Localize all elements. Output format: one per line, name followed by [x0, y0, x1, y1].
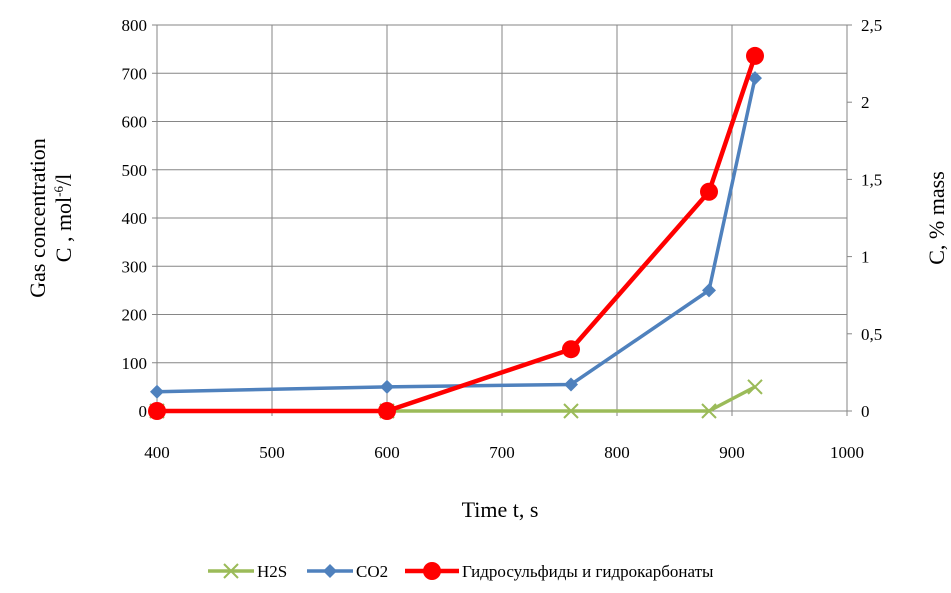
- left-axis-ticks: 0 100 200 300 400 500 600 700 800: [122, 16, 157, 421]
- y-left-tick-label: 800: [122, 16, 148, 35]
- series-1-point-1: [380, 379, 394, 394]
- x-tick-label: 900: [719, 443, 745, 462]
- x-axis-ticks: 400 500 600 700 800 900 1000: [144, 411, 864, 462]
- y-left-axis-title: Gas concentration C , mol-6/l: [25, 138, 76, 297]
- legend-swatch-marker: [223, 563, 239, 579]
- series-1-point-4: [748, 71, 762, 86]
- legend-label: H2S: [257, 562, 287, 581]
- legend-swatch-marker: [423, 562, 441, 580]
- y-right-tick-label: 1,5: [861, 170, 882, 189]
- x-tick-label: 400: [144, 443, 170, 462]
- series-2-point-2: [562, 340, 580, 359]
- series-0-point-3: [701, 403, 717, 419]
- y-right-tick-label: 2: [861, 93, 870, 112]
- x-axis-title: Time t, s: [462, 497, 539, 522]
- series-layer: [148, 46, 764, 420]
- y-right-axis-title: C, % mass: [924, 171, 949, 265]
- y-left-tick-label: 200: [122, 306, 148, 325]
- y-left-tick-label: 700: [122, 64, 148, 83]
- legend-item-2: Гидросульфиды и гидрокарбонаты: [405, 562, 714, 581]
- series-2: [148, 46, 764, 420]
- y-right-axis-title-text: C, % mass: [924, 171, 949, 265]
- y-right-tick-label: 0,5: [861, 325, 882, 344]
- y-left-axis-title-end: /l: [51, 174, 76, 186]
- series-1-point-2: [564, 377, 578, 392]
- series-1-point-0: [150, 384, 164, 399]
- legend-item-0: H2S: [208, 562, 287, 581]
- series-0-point-4: [747, 379, 763, 395]
- y-left-axis-title-sup: -6: [51, 186, 66, 197]
- x-tick-label: 600: [374, 443, 400, 462]
- series-1: [150, 71, 762, 399]
- series-2-point-1: [378, 402, 396, 420]
- y-right-tick-label: 2,5: [861, 16, 882, 35]
- legend: H2S CO2 Гидросульфиды и гидрокарбонаты: [208, 562, 714, 581]
- series-2-point-4: [746, 46, 764, 65]
- x-tick-label: 700: [489, 443, 515, 462]
- y-left-axis-title-line2: C , mol-6/l: [51, 174, 76, 262]
- x-tick-label: 1000: [830, 443, 864, 462]
- legend-label: CO2: [356, 562, 388, 581]
- y-left-axis-title-main: C , mol: [51, 197, 76, 262]
- legend-label: Гидросульфиды и гидрокарбонаты: [462, 562, 714, 581]
- y-left-tick-label: 100: [122, 354, 148, 373]
- series-2-point-0: [148, 402, 166, 420]
- y-left-tick-label: 500: [122, 161, 148, 180]
- grid: [156, 24, 848, 412]
- series-1-point-3: [702, 283, 716, 298]
- y-left-axis-title-line1: Gas concentration: [25, 138, 50, 297]
- x-tick-label: 800: [604, 443, 630, 462]
- right-axis-ticks: 0 0,5 1 1,5 2 2,5: [847, 16, 882, 421]
- legend-item-1: CO2: [307, 562, 388, 581]
- series-0-point-2: [563, 403, 579, 419]
- y-right-tick-label: 0: [861, 402, 870, 421]
- y-left-tick-label: 600: [122, 113, 148, 132]
- y-right-tick-label: 1: [861, 248, 870, 267]
- series-line-1: [156, 77, 757, 394]
- legend-swatch-marker: [323, 564, 337, 578]
- x-tick-label: 500: [259, 443, 285, 462]
- y-left-tick-label: 0: [139, 402, 148, 421]
- series-line-2: [157, 55, 758, 414]
- y-left-tick-label: 300: [122, 257, 148, 276]
- series-2-point-3: [700, 182, 718, 201]
- y-left-tick-label: 400: [122, 209, 148, 228]
